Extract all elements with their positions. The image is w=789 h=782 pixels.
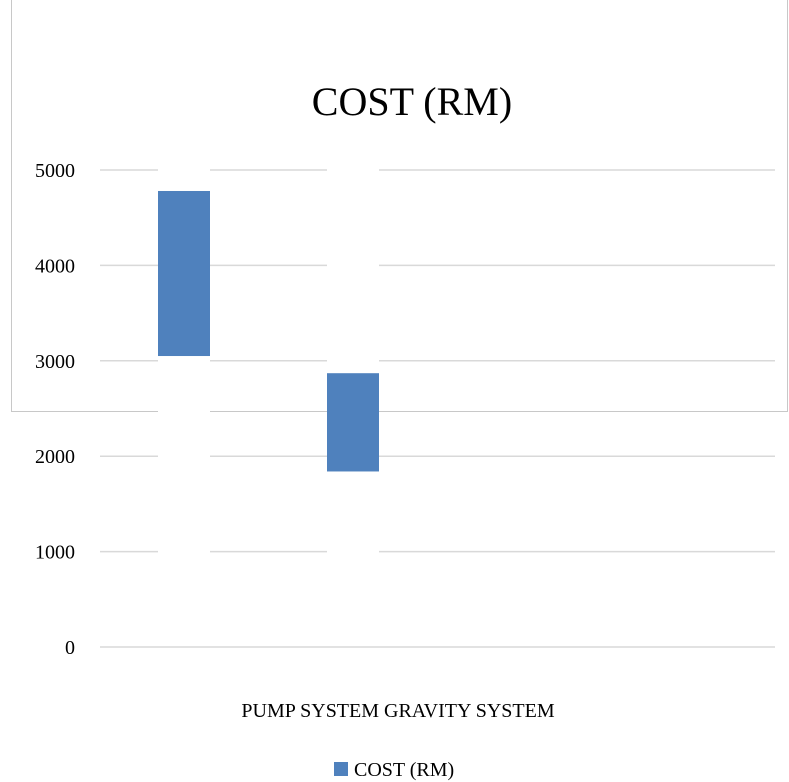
x-category-labels: PUMP SYSTEM GRAVITY SYSTEM [241,700,554,722]
legend: COST (RM) [334,759,454,781]
chart-title: COST (RM) [312,79,512,124]
y-tick-label: 4000 [35,255,75,277]
chart-frame [11,0,788,412]
y-tick-label: 5000 [35,160,75,182]
bar-pump-system [158,190,210,357]
bar-gravity-system [327,373,379,472]
bars [158,168,379,643]
gridlines [100,169,775,648]
legend-label: COST (RM) [354,759,454,781]
legend-swatch [334,762,348,776]
y-tick-label: 3000 [35,351,75,373]
y-tick-label: 2000 [35,446,75,468]
y-tick-label: 0 [65,637,75,659]
y-tick-labels: 0 1000 2000 3000 4000 5000 [35,160,75,659]
y-tick-label: 1000 [35,542,75,564]
